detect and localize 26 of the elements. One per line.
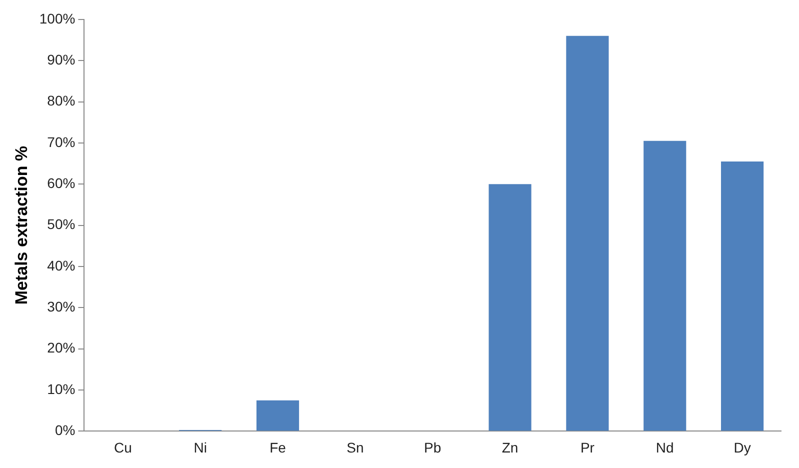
- x-tick-label: Sn: [346, 439, 364, 456]
- bar: [566, 36, 609, 431]
- y-tick-label: 50%: [47, 216, 76, 232]
- y-tick-label: 10%: [47, 380, 76, 397]
- x-tick-label: Pr: [580, 439, 595, 456]
- y-tick-label: 30%: [47, 298, 76, 315]
- y-axis-title: Metals extraction %: [12, 146, 31, 305]
- x-tick-label: Fe: [270, 439, 286, 456]
- x-tick-label: Zn: [502, 439, 518, 456]
- y-tick-label: 40%: [47, 257, 76, 274]
- x-tick-label: Pb: [424, 439, 442, 456]
- y-tick-label: 80%: [47, 92, 76, 109]
- y-tick-label: 90%: [47, 51, 76, 68]
- x-tick-label: Dy: [734, 439, 751, 456]
- bar: [488, 184, 532, 431]
- y-tick-label: 70%: [47, 134, 76, 150]
- x-tick-label: Cu: [114, 439, 132, 456]
- y-tick-label: 0%: [54, 422, 76, 438]
- x-tick-label: Nd: [656, 439, 674, 456]
- x-tick-label: Ni: [194, 439, 207, 456]
- bar: [256, 400, 300, 431]
- y-tick-label: 20%: [47, 340, 76, 356]
- bar: [721, 161, 764, 431]
- y-tick-label: 100%: [39, 10, 76, 26]
- bar: [644, 140, 686, 431]
- y-tick-label: 60%: [47, 174, 76, 191]
